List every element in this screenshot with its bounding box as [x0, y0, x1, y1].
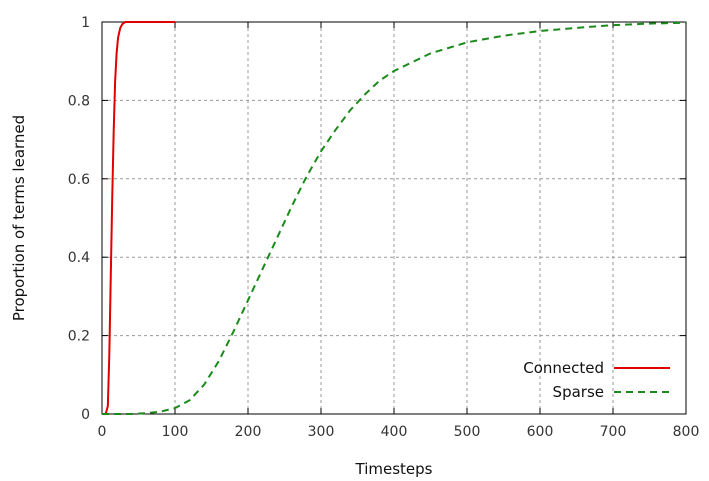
series-line-connected	[102, 21, 175, 415]
x-tick-label: 0	[98, 424, 107, 440]
y-axis-title: Proportion of terms learned	[10, 115, 28, 321]
series-line-sparse	[102, 21, 687, 415]
legend-label: Sparse	[553, 383, 604, 401]
y-tick-label: 0.4	[68, 250, 90, 266]
x-axis-title: Timesteps	[355, 460, 433, 478]
x-tick-label: 800	[673, 424, 700, 440]
legend: Connected Sparse	[523, 359, 670, 401]
y-tick-label: 0	[81, 407, 90, 423]
series-layer	[102, 21, 687, 415]
x-tick-label: 700	[600, 424, 627, 440]
y-tick-label: 0.6	[68, 172, 90, 188]
x-tick-label: 200	[235, 424, 262, 440]
y-tick-label: 0.2	[68, 329, 90, 345]
y-tick-label: 1	[81, 15, 90, 31]
x-tick-label: 300	[308, 424, 335, 440]
x-tick-label: 100	[162, 424, 189, 440]
axis-ticks: 0 100 200 300 400 500 600 700 800 0 0.2 0.4 0.6 0.8 1	[68, 15, 700, 440]
x-tick-label: 400	[381, 424, 408, 440]
legend-label: Connected	[523, 359, 604, 377]
y-tick-label: 0.8	[68, 93, 90, 109]
x-tick-label: 500	[454, 424, 481, 440]
x-tick-label: 600	[527, 424, 554, 440]
grid	[102, 22, 686, 414]
plot-frame	[101, 21, 687, 415]
